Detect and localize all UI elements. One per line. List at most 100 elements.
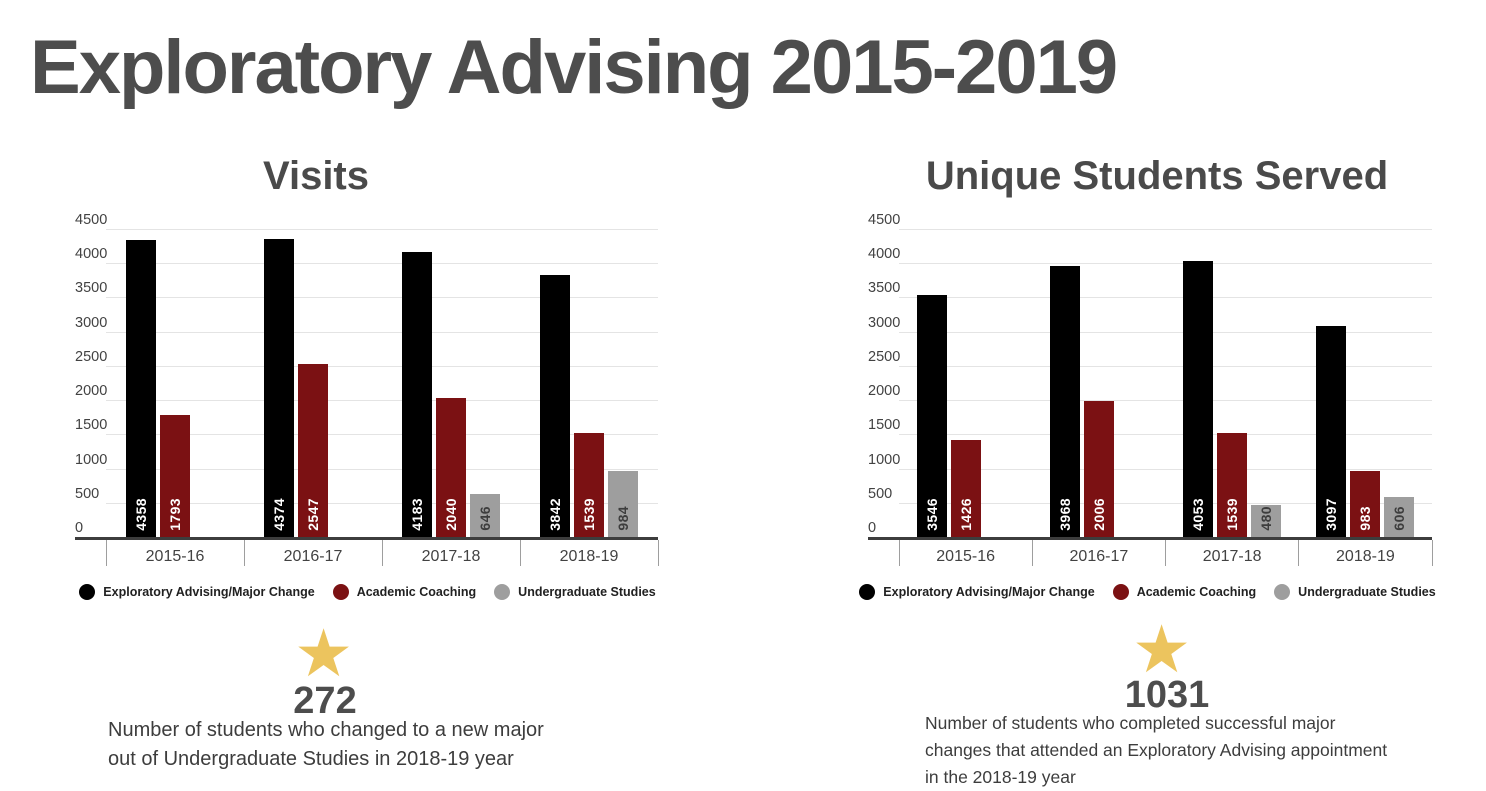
axis-tick <box>898 540 900 566</box>
y-axis-label: 2000 <box>868 383 901 400</box>
chart-title-visits: Visits <box>263 154 369 198</box>
bar-slot: 3842 <box>540 275 570 538</box>
bar[interactable]: 646 <box>470 493 500 538</box>
gridline <box>899 468 1432 470</box>
axis-tick <box>1031 540 1033 566</box>
bar-value-label: 3546 <box>923 498 940 531</box>
x-axis-label: 2018-19 <box>1336 548 1395 565</box>
axis-tick <box>1431 540 1433 566</box>
bar-value-label: 983 <box>1357 506 1374 531</box>
x-axis-label: 2017-18 <box>1202 548 1262 565</box>
bar-value-label: 3968 <box>1056 498 1073 531</box>
bar[interactable]: 4374 <box>264 238 294 538</box>
bar[interactable]: 3546 <box>916 295 947 538</box>
bar-slot: 2006 <box>1083 400 1114 538</box>
y-axis-label: 1000 <box>868 451 901 468</box>
bar[interactable]: 606 <box>1384 496 1415 538</box>
y-axis-label: 2500 <box>75 348 108 365</box>
legend-dot-icon <box>1112 584 1129 600</box>
bar[interactable]: 984 <box>608 470 638 538</box>
axis-tick <box>105 540 107 566</box>
legend-dot-icon <box>494 584 511 600</box>
gridline <box>106 263 658 265</box>
legend-dot-icon <box>1274 584 1291 600</box>
bar-value-label: 1793 <box>167 498 183 531</box>
bar[interactable]: 2040 <box>436 398 466 538</box>
legend-unique-students: Exploratory Advising/Major Change Academi… <box>859 584 1436 600</box>
bar[interactable]: 4053 <box>1183 260 1214 538</box>
bar-group: 3842 1539 984 <box>540 275 638 538</box>
legend-label: Academic Coaching <box>356 585 477 599</box>
bar-value-label: 3097 <box>1323 498 1340 531</box>
category-cell: 3842 1539 984 2018-19 <box>520 230 658 565</box>
legend-item[interactable]: Exploratory Advising/Major Change <box>79 584 315 600</box>
legend-label: Academic Coaching <box>1136 585 1257 599</box>
category-cell: 3968 2006 2016-17 <box>1032 230 1165 565</box>
axis-tick <box>381 540 383 566</box>
gridline <box>106 400 658 402</box>
legend-visits: Exploratory Advising/Major Change Academi… <box>75 584 660 600</box>
bar[interactable]: 480 <box>1251 505 1282 538</box>
bar[interactable]: 3842 <box>540 275 570 538</box>
axis-tick <box>657 540 659 566</box>
callout-description-right: Number of students who completed success… <box>925 713 1388 787</box>
plot-area-unique-students: 0 500 1000 1500 2000 2500 3000 3500 4000 4500 3546… <box>868 213 1433 566</box>
bar-slot: 1426 <box>950 440 981 538</box>
bar-slot: 983 <box>1350 470 1381 538</box>
bar[interactable]: 4358 <box>126 239 156 538</box>
x-axis-label: 2016-17 <box>283 548 343 565</box>
gridline <box>899 229 1432 230</box>
gridline <box>106 502 658 504</box>
y-axis-label: 500 <box>868 485 893 502</box>
bar-value-label: 1426 <box>957 498 974 531</box>
bar-group: 4183 2040 646 <box>402 251 500 538</box>
category-cell: 4358 1793 2015-16 <box>106 230 244 565</box>
y-axis-label: 0 <box>868 520 877 536</box>
y-axis-label: 2500 <box>868 348 901 365</box>
bar-group: 4053 1539 480 <box>1183 260 1282 538</box>
bar[interactable]: 1426 <box>950 440 981 538</box>
gridline <box>106 229 658 230</box>
bar-slot: 2547 <box>298 363 328 538</box>
bar-value-label: 4358 <box>133 498 149 531</box>
bar[interactable]: 3968 <box>1049 266 1080 538</box>
bar[interactable]: 1539 <box>1217 432 1248 538</box>
gridline <box>899 331 1432 333</box>
bar-value-label: 2547 <box>305 498 321 531</box>
y-axis-label: 0 <box>75 520 84 536</box>
legend-item[interactable]: Academic Coaching <box>1112 584 1257 600</box>
bar-slot: 1539 <box>574 432 604 538</box>
bar-slot: 984 <box>608 470 638 538</box>
bar[interactable]: 983 <box>1350 470 1381 538</box>
bar-value-label: 646 <box>477 506 493 531</box>
bar-group: 4358 1793 <box>126 239 224 538</box>
bar[interactable]: 1539 <box>574 432 604 538</box>
bar[interactable]: 4183 <box>402 251 432 538</box>
bar-value-label: 4374 <box>271 498 287 531</box>
legend-dot-icon <box>332 584 349 600</box>
gridline <box>106 365 658 367</box>
bar[interactable]: 1793 <box>160 415 190 538</box>
gridline <box>106 297 658 299</box>
bar[interactable]: 2006 <box>1083 400 1114 538</box>
bar-slot: 2040 <box>436 398 466 538</box>
x-axis-label: 2016-17 <box>1069 548 1129 565</box>
gridline <box>899 263 1432 265</box>
category-cell: 3546 1426 2015-16 <box>899 230 1032 565</box>
y-axis-label: 500 <box>75 485 100 502</box>
bar[interactable]: 3097 <box>1316 326 1347 538</box>
x-axis-line <box>868 537 1432 540</box>
legend-item[interactable]: Exploratory Advising/Major Change <box>859 584 1095 600</box>
legend-item[interactable]: Undergraduate Studies <box>1274 584 1436 600</box>
bar[interactable]: 2547 <box>298 363 328 538</box>
page-title: Exploratory Advising 2015-2019 <box>30 25 1118 110</box>
bar-slot: 646 <box>470 493 500 538</box>
gridline <box>899 434 1432 436</box>
legend-item[interactable]: Undergraduate Studies <box>494 584 656 600</box>
axis-tick <box>1298 540 1300 566</box>
category-cell: 3097 983 606 2018-19 <box>1299 230 1432 565</box>
bar-value-label: 2040 <box>443 498 459 531</box>
y-axis-label: 3000 <box>868 314 901 331</box>
bar-slot: 1539 <box>1217 432 1248 538</box>
legend-item[interactable]: Academic Coaching <box>332 584 477 600</box>
